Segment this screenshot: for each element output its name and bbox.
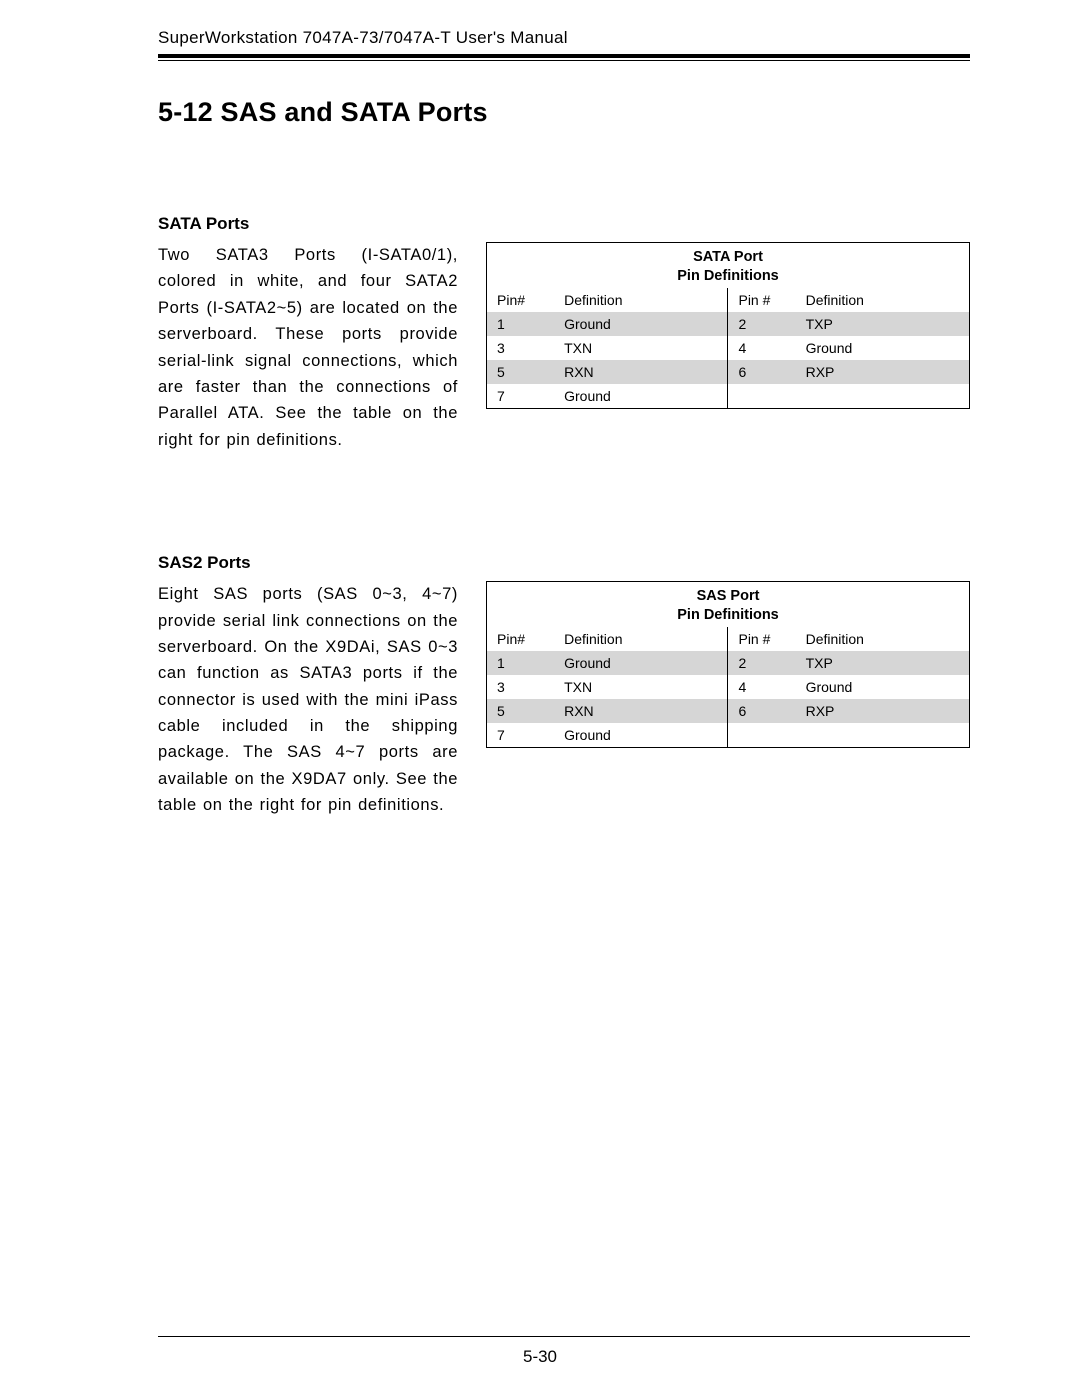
table-cell: 3: [487, 336, 555, 360]
table-cell: 7: [487, 723, 555, 748]
table-cell: Ground: [554, 384, 728, 409]
table-cell: 6: [728, 360, 796, 384]
page-header: SuperWorkstation 7047A-73/7047A-T User's…: [158, 28, 970, 48]
table-cell: RXN: [554, 360, 728, 384]
table-cell: [728, 723, 796, 748]
sas-table-column: SAS PortPin Definitions Pin# Definition …: [486, 553, 970, 748]
table-cell: RXP: [796, 360, 970, 384]
table-cell: TXN: [554, 675, 728, 699]
table-header: Pin#: [487, 288, 555, 312]
sas-table-title: SAS PortPin Definitions: [487, 582, 970, 627]
header-rule-thin: [158, 60, 970, 61]
sas-row: SAS2 Ports Eight SAS ports (SAS 0~3, 4~7…: [158, 553, 970, 819]
table-cell: [796, 384, 970, 409]
table-cell: 6: [728, 699, 796, 723]
table-cell: 1: [487, 312, 555, 336]
table-cell: 1: [487, 651, 555, 675]
table-cell: [796, 723, 970, 748]
table-header: Definition: [796, 627, 970, 651]
table-cell: 5: [487, 699, 555, 723]
table-cell: TXP: [796, 651, 970, 675]
table-cell: Ground: [554, 723, 728, 748]
table-cell: Ground: [796, 675, 970, 699]
table-cell: 4: [728, 336, 796, 360]
sas-subheading: SAS2 Ports: [158, 553, 458, 573]
table-header: Definition: [796, 288, 970, 312]
table-cell: RXN: [554, 699, 728, 723]
table-header: Definition: [554, 288, 728, 312]
table-cell: TXN: [554, 336, 728, 360]
sata-pin-table: SATA PortPin Definitions Pin# Definition…: [486, 242, 970, 409]
table-cell: RXP: [796, 699, 970, 723]
table-cell: Ground: [554, 651, 728, 675]
footer-rule: [158, 1336, 970, 1337]
table-header: Pin #: [728, 288, 796, 312]
table-cell: [728, 384, 796, 409]
sata-text-column: SATA Ports Two SATA3 Ports (I-SATA0/1), …: [158, 214, 458, 453]
table-cell: 2: [728, 312, 796, 336]
sata-row: SATA Ports Two SATA3 Ports (I-SATA0/1), …: [158, 214, 970, 453]
sas-pin-table: SAS PortPin Definitions Pin# Definition …: [486, 581, 970, 748]
sata-subheading: SATA Ports: [158, 214, 458, 234]
table-cell: 3: [487, 675, 555, 699]
table-cell: Ground: [796, 336, 970, 360]
sata-body: Two SATA3 Ports (I-SATA0/1), colored in …: [158, 242, 458, 453]
sas-body: Eight SAS ports (SAS 0~3, 4~7) provide s…: [158, 581, 458, 819]
table-cell: 4: [728, 675, 796, 699]
sas-text-column: SAS2 Ports Eight SAS ports (SAS 0~3, 4~7…: [158, 553, 458, 819]
table-header: Definition: [554, 627, 728, 651]
table-header: Pin #: [728, 627, 796, 651]
table-cell: 2: [728, 651, 796, 675]
sata-table-column: SATA PortPin Definitions Pin# Definition…: [486, 214, 970, 409]
table-header: Pin#: [487, 627, 555, 651]
page-number: 5-30: [0, 1347, 1080, 1367]
table-cell: Ground: [554, 312, 728, 336]
table-cell: 7: [487, 384, 555, 409]
table-cell: TXP: [796, 312, 970, 336]
table-cell: 5: [487, 360, 555, 384]
sata-table-title: SATA PortPin Definitions: [487, 243, 970, 288]
section-heading: 5-12 SAS and SATA Ports: [158, 97, 970, 128]
header-rule-thick: [158, 54, 970, 58]
